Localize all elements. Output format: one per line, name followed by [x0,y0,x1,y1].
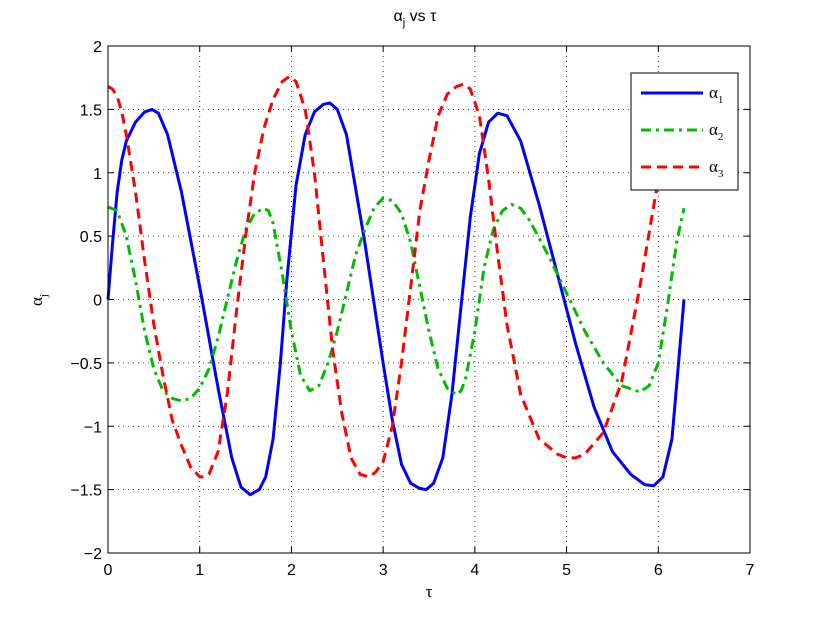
legend-label-alpha1: α1 [709,83,723,106]
tick-marks [107,45,751,554]
y-axis-label: αj [27,294,50,306]
x-tick-label: 4 [470,562,479,579]
series-line-alpha3 [107,74,685,479]
y-tick-label: 1 [93,166,102,183]
x-axis-label: τ [426,582,433,601]
y-tick-labels: 2 1.5 1 0.5 0 −0.5 −1 −1.5 −2 [70,39,102,563]
legend-label-alpha2: α2 [709,120,723,143]
y-tick-label: 2 [93,39,102,56]
y-tick-label: 0.5 [80,229,102,246]
y-tick-label: −0.5 [70,356,102,373]
x-tick-label: 6 [654,562,663,579]
x-tick-label: 7 [746,562,755,579]
x-tick-labels: 0 1 2 3 4 5 6 7 [104,562,755,579]
x-tick-label: 3 [379,562,388,579]
series-layer [106,74,686,497]
y-tick-label: −1 [84,419,102,436]
chart-title: αj vs τ [394,8,438,29]
legend: α1 α2 α3 [630,72,739,191]
y-tick-label: −2 [84,546,102,563]
legend-label-alpha3: α3 [709,157,724,180]
x-tick-label: 2 [287,562,296,579]
series-line-alpha1 [106,101,686,497]
x-tick-label: 0 [104,562,113,579]
series-line-alpha2 [107,196,686,403]
y-tick-label: 0 [93,293,102,310]
x-tick-label: 5 [562,562,571,579]
y-tick-label: 1.5 [80,102,102,119]
y-tick-label: −1.5 [70,483,102,500]
x-tick-label: 1 [195,562,204,579]
